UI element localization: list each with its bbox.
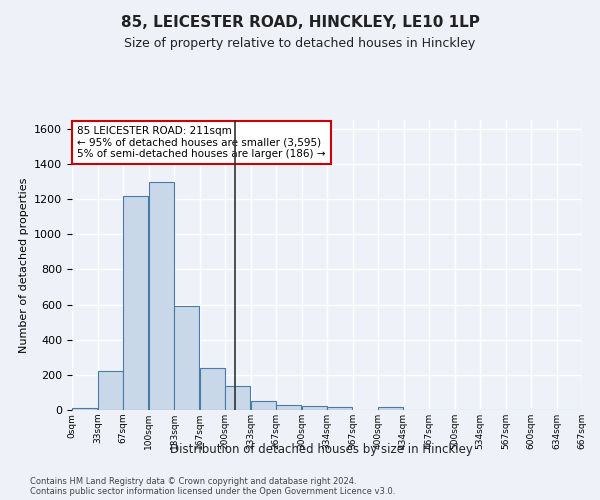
Text: Distribution of detached houses by size in Hinckley: Distribution of detached houses by size … [170, 442, 472, 456]
Y-axis label: Number of detached properties: Number of detached properties [19, 178, 29, 352]
Text: Contains HM Land Registry data © Crown copyright and database right 2024.: Contains HM Land Registry data © Crown c… [30, 478, 356, 486]
Bar [276, 404, 301, 410]
Bar [302, 406, 327, 410]
Text: 85, LEICESTER ROAD, HINCKLEY, LE10 1LP: 85, LEICESTER ROAD, HINCKLEY, LE10 1LP [121, 15, 479, 30]
Bar [200, 368, 225, 410]
Text: 85 LEICESTER ROAD: 211sqm
← 95% of detached houses are smaller (3,595)
5% of sem: 85 LEICESTER ROAD: 211sqm ← 95% of detac… [77, 126, 326, 159]
Bar [98, 372, 123, 410]
Bar [378, 408, 403, 410]
Bar [225, 386, 250, 410]
Text: Size of property relative to detached houses in Hinckley: Size of property relative to detached ho… [124, 38, 476, 51]
Bar [72, 408, 97, 410]
Text: Contains public sector information licensed under the Open Government Licence v3: Contains public sector information licen… [30, 488, 395, 496]
Bar [174, 306, 199, 410]
Bar [327, 408, 352, 410]
Bar [149, 182, 174, 410]
Bar [251, 401, 276, 410]
Bar [123, 196, 148, 410]
